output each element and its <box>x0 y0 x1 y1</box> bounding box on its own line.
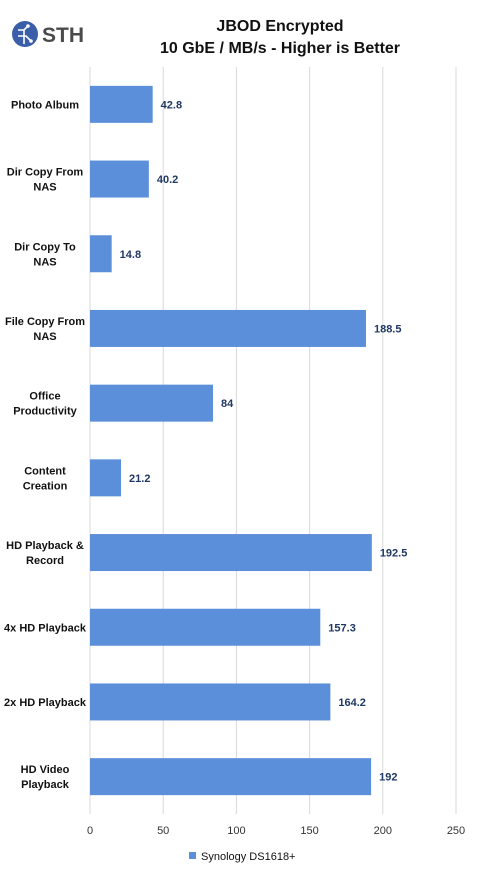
category-label: Content Creation <box>23 465 68 492</box>
bar-value-label: 157.3 <box>328 622 356 634</box>
bar-value-label: 188.5 <box>374 323 402 335</box>
bars <box>90 85 372 796</box>
category-label: HD Video Playback <box>21 764 70 791</box>
bar-value-label: 84 <box>221 398 234 410</box>
value-labels: 42.8 40.2 14.8 188.5 84 21.2 192.5 157.3 164.2 19… <box>120 99 408 783</box>
x-tick-label: 50 <box>157 825 169 837</box>
sth-logo: STH <box>12 21 84 47</box>
category-label: Office Productivity <box>13 391 77 418</box>
bar <box>90 309 366 347</box>
bar-value-label: 192.5 <box>380 548 408 560</box>
bar-value-label: 164.2 <box>338 697 366 709</box>
bar-value-label: 21.2 <box>129 473 150 485</box>
bar <box>90 608 321 646</box>
category-label: Photo Album <box>11 99 79 111</box>
bar-value-label: 14.8 <box>120 249 141 261</box>
logo-text: STH <box>42 24 84 47</box>
x-tick-label: 200 <box>374 825 392 837</box>
bar <box>90 85 153 123</box>
legend-label: Synology DS1618+ <box>201 851 295 863</box>
bar <box>90 160 149 198</box>
logo-circle-icon <box>12 21 38 47</box>
category-labels: Photo Album Dir Copy From NAS Dir Copy To NA… <box>4 99 87 791</box>
bar <box>90 384 213 422</box>
legend-swatch <box>189 852 196 859</box>
category-label: HD Playback & Record <box>6 540 84 567</box>
bar <box>90 459 122 497</box>
logo-circuit-icon <box>18 25 32 44</box>
category-label: 4x HD Playback <box>4 622 87 634</box>
bar <box>90 683 331 721</box>
chart-title: JBOD Encrypted <box>216 18 343 35</box>
bar <box>90 758 372 796</box>
bar <box>90 534 372 572</box>
x-tick-label: 0 <box>87 825 93 837</box>
legend: Synology DS1618+ <box>189 851 295 863</box>
x-tick-label: 100 <box>227 825 245 837</box>
x-axis-ticks: 0 50 100 150 200 250 <box>87 825 465 837</box>
category-label: 2x HD Playback <box>4 697 87 709</box>
category-label: Dir Copy To NAS <box>14 241 76 268</box>
category-label: Dir Copy From NAS <box>7 167 84 194</box>
category-label: File Copy From NAS <box>5 316 85 343</box>
chart-subtitle: 10 GbE / MB/s - Higher is Better <box>160 40 400 57</box>
bar-value-label: 40.2 <box>157 174 178 186</box>
x-tick-label: 150 <box>300 825 318 837</box>
bar-value-label: 192 <box>379 772 397 784</box>
x-tick-label: 250 <box>447 825 465 837</box>
bar-value-label: 42.8 <box>161 99 182 111</box>
bar <box>90 235 112 273</box>
